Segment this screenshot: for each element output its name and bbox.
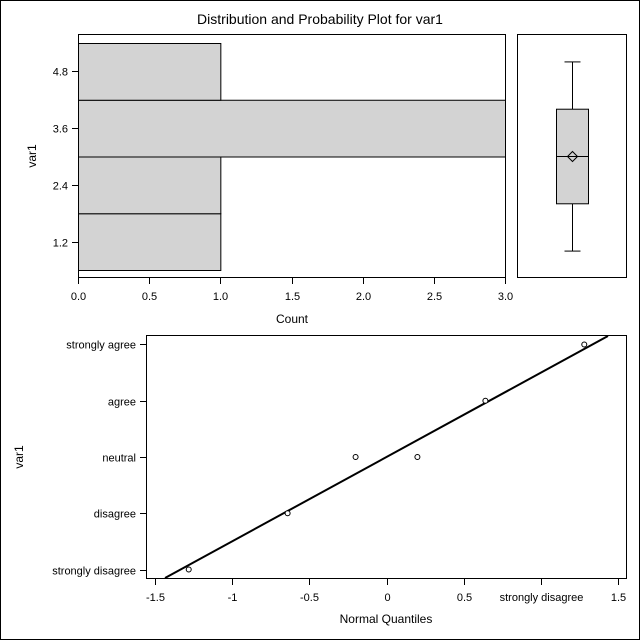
histogram-x-ticks: 0.0 0.5 1.0 1.5 2.0 2.5 3.0 bbox=[71, 278, 513, 303]
x-tick-label: 1.5 bbox=[285, 291, 300, 303]
x-tick-label: 1.5 bbox=[611, 592, 626, 604]
x-tick-label: 1.0 bbox=[213, 291, 228, 303]
qq-plot-panel: -1.5 -1 -0.5 0 0.5 strongly disagree 1.5 stron… bbox=[12, 335, 627, 626]
x-tick-label: 2.0 bbox=[356, 291, 371, 303]
histogram-bar bbox=[78, 43, 222, 101]
qq-reference-line bbox=[164, 335, 609, 579]
histogram-bar bbox=[78, 99, 506, 158]
x-tick-label: 3.0 bbox=[498, 291, 513, 303]
qq-plot-frame bbox=[146, 335, 627, 579]
chart-title: Distribution and Probability Plot for va… bbox=[197, 11, 443, 27]
histogram-bar bbox=[78, 213, 222, 271]
qq-point bbox=[352, 454, 359, 460]
histogram-y-ticks: 1.2 2.4 3.6 4.8 bbox=[53, 67, 78, 250]
qq-fit-line bbox=[164, 335, 609, 579]
x-tick-label: 2.5 bbox=[427, 291, 442, 303]
qq-y-ticks: strongly disagree disagree neutral agree str… bbox=[52, 340, 146, 578]
mean-marker bbox=[566, 150, 579, 163]
histogram-x-label: Count bbox=[276, 312, 309, 326]
box-plot-panel bbox=[517, 34, 627, 278]
qq-point bbox=[284, 510, 291, 517]
y-tick-label: neutral bbox=[102, 453, 136, 465]
y-tick-label: strongly disagree bbox=[52, 566, 136, 578]
qq-points bbox=[185, 341, 588, 573]
qq-point bbox=[482, 397, 489, 404]
y-tick-label: disagree bbox=[94, 509, 136, 521]
box-plot bbox=[556, 61, 589, 252]
y-tick-label: 1.2 bbox=[53, 238, 68, 250]
y-tick-label: 4.8 bbox=[53, 67, 68, 79]
box-plot-frame bbox=[517, 34, 627, 278]
qq-point bbox=[414, 454, 421, 460]
histogram-panel: 0.0 0.5 1.0 1.5 2.0 2.5 3.0 1.2 2.4 3.6 4.8 Count… bbox=[25, 34, 513, 326]
y-tick-label: strongly agree bbox=[66, 340, 136, 352]
y-tick-label: 2.4 bbox=[53, 181, 68, 193]
x-tick-label: -1 bbox=[228, 592, 238, 604]
x-tick-label: -1.5 bbox=[146, 592, 165, 604]
x-tick-label: 0.5 bbox=[142, 291, 157, 303]
x-tick-label: -0.5 bbox=[300, 592, 319, 604]
qq-x-label: Normal Quantiles bbox=[340, 612, 433, 626]
y-tick-label: agree bbox=[108, 397, 136, 409]
qq-x-ticks: -1.5 -1 -0.5 0 0.5 strongly disagree 1.5 bbox=[146, 579, 626, 604]
x-tick-label: 0 bbox=[384, 592, 390, 604]
y-tick-label: 3.6 bbox=[53, 124, 68, 136]
qq-point bbox=[185, 566, 192, 573]
x-tick-label: 0.0 bbox=[71, 291, 86, 303]
qq-point bbox=[581, 341, 588, 348]
qq-y-label: var1 bbox=[12, 445, 26, 469]
x-tick-label: strongly disagree bbox=[500, 592, 584, 604]
histogram-bars bbox=[78, 43, 506, 271]
histogram-y-label: var1 bbox=[25, 144, 39, 168]
x-tick-label: 0.5 bbox=[457, 592, 472, 604]
histogram-bar bbox=[78, 156, 222, 215]
